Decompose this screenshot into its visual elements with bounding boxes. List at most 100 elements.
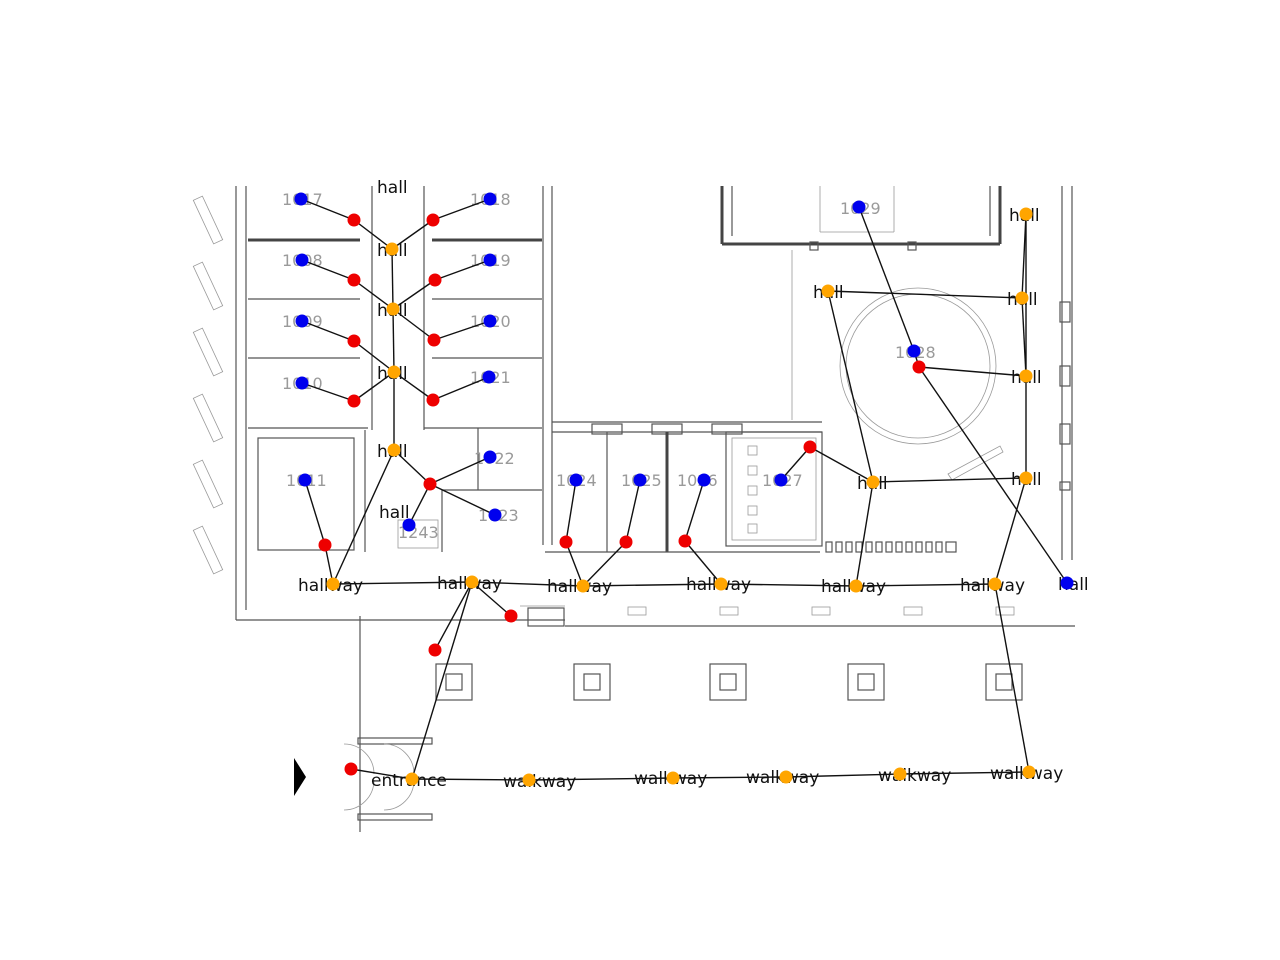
graph-edge bbox=[353, 340, 395, 373]
graph-edge bbox=[827, 290, 874, 483]
graph-edge bbox=[994, 477, 1027, 585]
hall-node bbox=[386, 302, 400, 316]
graph-edge bbox=[432, 198, 491, 221]
graph-edge bbox=[994, 583, 1030, 773]
graph-edge bbox=[301, 259, 355, 281]
room-node bbox=[907, 344, 921, 358]
graph-edge bbox=[429, 456, 491, 485]
hall-node bbox=[1019, 369, 1033, 383]
hall-node bbox=[866, 475, 880, 489]
graph-edge bbox=[625, 479, 641, 543]
node-label-walkway: walkway bbox=[878, 766, 951, 786]
graph-edge bbox=[918, 366, 1068, 584]
graph-edge bbox=[918, 366, 1027, 377]
graph-edge bbox=[304, 479, 326, 546]
floor-plan-walls bbox=[192, 186, 1075, 832]
graph-edge bbox=[391, 248, 394, 310]
graph-edge bbox=[411, 778, 530, 781]
room-node bbox=[483, 450, 497, 464]
graph-edge bbox=[324, 544, 334, 585]
graph-edge bbox=[471, 581, 584, 587]
door-node bbox=[347, 334, 361, 348]
graph-edge bbox=[353, 219, 393, 250]
graph-edge bbox=[528, 777, 674, 781]
graph-edges bbox=[300, 198, 1068, 781]
room-node bbox=[483, 192, 497, 206]
door-node bbox=[678, 534, 692, 548]
graph-edge bbox=[392, 279, 436, 310]
room-node bbox=[402, 518, 416, 532]
graph-edge bbox=[392, 308, 435, 341]
graph-edge bbox=[582, 583, 722, 587]
graph-edge bbox=[392, 308, 395, 373]
hall-node bbox=[779, 770, 793, 784]
entrance-arrow-icon bbox=[294, 758, 306, 796]
hall-node bbox=[893, 767, 907, 781]
hall-node bbox=[385, 242, 399, 256]
graph-edge bbox=[471, 581, 512, 617]
room-node bbox=[295, 376, 309, 390]
graph-edge bbox=[582, 541, 627, 587]
hall-node bbox=[465, 575, 479, 589]
hall-node bbox=[1015, 291, 1029, 305]
graph-edge bbox=[872, 477, 1027, 483]
door-node bbox=[559, 535, 573, 549]
graph-edge bbox=[565, 541, 584, 587]
room-node bbox=[483, 253, 497, 267]
door-node bbox=[428, 643, 442, 657]
graph-edge bbox=[855, 481, 874, 587]
hall-node bbox=[576, 579, 590, 593]
hall-node bbox=[1022, 765, 1036, 779]
room-node bbox=[697, 473, 711, 487]
graph-edge bbox=[780, 446, 811, 481]
door-node bbox=[318, 538, 332, 552]
hall-node bbox=[1019, 207, 1033, 221]
room-node bbox=[569, 473, 583, 487]
door-node bbox=[426, 213, 440, 227]
door-node bbox=[428, 273, 442, 287]
door-node bbox=[427, 333, 441, 347]
door-node bbox=[347, 394, 361, 408]
hall-node bbox=[666, 771, 680, 785]
node-label-walkway: walkway bbox=[503, 772, 576, 792]
graph-edge bbox=[433, 320, 491, 341]
hall-node bbox=[405, 772, 419, 786]
graph-edge bbox=[300, 198, 355, 221]
graph-edge bbox=[565, 479, 577, 543]
graph-edge bbox=[408, 483, 431, 526]
graph-edge bbox=[332, 581, 473, 585]
graph-edge bbox=[684, 540, 722, 585]
graph-edge bbox=[432, 376, 490, 401]
graph-edge bbox=[391, 219, 434, 250]
room-node bbox=[294, 192, 308, 206]
hall-node bbox=[326, 577, 340, 591]
room-node bbox=[633, 473, 647, 487]
graph-edge bbox=[350, 768, 413, 780]
graph-edge bbox=[434, 581, 473, 651]
room-node bbox=[298, 473, 312, 487]
node-label-hall: hall bbox=[379, 503, 410, 523]
room-node bbox=[482, 370, 496, 384]
door-node bbox=[347, 273, 361, 287]
graph-edge bbox=[785, 773, 901, 778]
room-node bbox=[295, 314, 309, 328]
hall-node bbox=[821, 284, 835, 298]
door-node bbox=[504, 609, 518, 623]
room-node bbox=[852, 200, 866, 214]
graph-edge bbox=[353, 371, 395, 402]
hall-node bbox=[387, 443, 401, 457]
graph-edge bbox=[858, 206, 915, 352]
room-node bbox=[488, 508, 502, 522]
room-node bbox=[1060, 576, 1074, 590]
room-number: 1026 bbox=[677, 471, 718, 490]
graph-edge bbox=[332, 449, 395, 585]
room-node bbox=[295, 253, 309, 267]
door-node bbox=[426, 393, 440, 407]
graph-edge bbox=[855, 583, 996, 587]
door-node bbox=[803, 440, 817, 454]
graph-edge bbox=[301, 382, 355, 402]
graph-edge bbox=[393, 449, 431, 485]
hall-node bbox=[522, 773, 536, 787]
graph-edge bbox=[899, 771, 1030, 775]
